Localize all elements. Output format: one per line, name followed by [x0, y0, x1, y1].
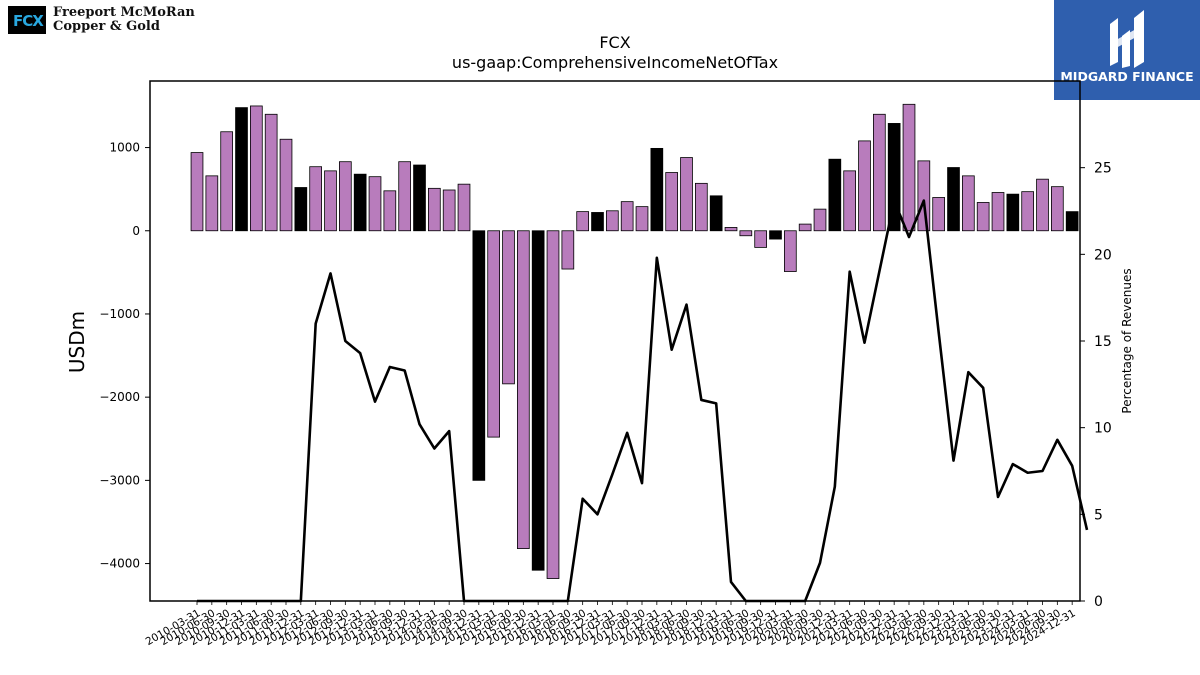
bar-2015-03-31	[487, 230, 501, 438]
bar-2024-12-31	[1065, 211, 1079, 232]
bar-2011-03-31	[249, 105, 263, 232]
bar-2014-12-31	[472, 230, 486, 481]
y2-tick-label: 15	[1094, 334, 1112, 350]
bar-2024-06-30	[1036, 178, 1049, 232]
y2-tick-label: 25	[1094, 161, 1112, 177]
bar-2023-09-30	[991, 192, 1005, 232]
bar-2010-12-31	[235, 107, 248, 232]
bar-2021-06-30	[858, 140, 871, 232]
bar-2015-12-31	[531, 230, 545, 571]
y2-axis-label: Percentage of Revenues	[1120, 268, 1134, 413]
bar-2013-03-31	[368, 176, 382, 232]
y-tick-label: −3000	[99, 473, 140, 487]
bar-2016-09-30	[576, 211, 589, 232]
y-tick-label: −2000	[99, 390, 140, 404]
logo-wordmark: Freeport McMoRan Copper & Gold	[53, 6, 195, 34]
y2-tick-label: 0	[1094, 594, 1103, 610]
bar-2011-06-30	[264, 113, 278, 232]
bar-2018-06-30	[680, 157, 693, 232]
bar-2020-06-30	[798, 223, 812, 232]
bar-2017-06-30	[620, 201, 634, 232]
logo-line-1: Freeport McMoRan	[53, 5, 195, 20]
chart-subtitle: us-gaap:ComprehensiveIncomeNetOfTax	[452, 53, 778, 72]
bar-2018-03-31	[665, 172, 678, 232]
bar-2014-09-30	[457, 183, 471, 232]
bar-2020-09-30	[813, 208, 827, 232]
bar-2010-06-30	[205, 175, 219, 232]
bar-2013-12-31	[413, 164, 426, 232]
freeport-logo: FCX Freeport McMoRan Copper & Gold	[8, 6, 218, 38]
pct-of-revenues-line	[197, 199, 1089, 603]
bar-2016-06-30	[561, 230, 575, 270]
bar-2017-03-31	[606, 210, 619, 232]
bar-2012-09-30	[338, 161, 352, 232]
bar-2022-03-31	[902, 103, 916, 232]
bar-2017-09-30	[635, 206, 649, 232]
logo-line-2: Copper & Gold	[53, 19, 160, 34]
bar-2019-06-30	[739, 230, 753, 237]
bar-2019-12-31	[769, 230, 782, 240]
bar-2023-03-31	[962, 175, 975, 232]
y-tick-label: 1000	[109, 141, 140, 155]
bar-2019-03-31	[724, 227, 738, 232]
bar-2016-12-31	[591, 212, 604, 232]
chart-title: FCX	[599, 33, 630, 52]
bar-2022-09-30	[932, 197, 945, 232]
bar-2024-09-30	[1051, 186, 1064, 232]
bar-2012-12-31	[353, 173, 367, 232]
bar-2015-09-30	[517, 230, 530, 549]
fcx-logo-mark: FCX	[8, 6, 46, 34]
bar-2016-03-31	[546, 230, 560, 579]
bar-2022-06-30	[917, 160, 931, 232]
bar-2011-09-30	[279, 138, 293, 232]
bar-2012-06-30	[324, 170, 337, 232]
bar-2021-12-31	[887, 123, 901, 232]
midgard-logo-icon	[1110, 10, 1144, 68]
bar-2018-09-30	[695, 182, 708, 232]
badge-text: MIDGARD FINANCE	[1060, 69, 1194, 84]
bar-2022-12-31	[947, 167, 960, 232]
bar-2023-12-31	[1006, 193, 1020, 232]
y-tick-label: −1000	[99, 307, 140, 321]
bar-2012-03-31	[309, 166, 323, 232]
bar-2013-06-30	[383, 190, 397, 232]
bars	[190, 103, 1079, 579]
bar-2010-03-31	[190, 152, 204, 232]
bar-2024-03-31	[1021, 191, 1034, 232]
bar-2013-09-30	[398, 161, 412, 232]
bar-2021-09-30	[873, 113, 886, 232]
pct-line-layer	[197, 199, 1089, 603]
y2-tick-label: 5	[1094, 507, 1103, 523]
y-tick-label: 0	[132, 224, 140, 238]
bar-2020-03-31	[784, 230, 797, 272]
bar-2018-12-31	[709, 195, 723, 232]
bar-2023-06-30	[976, 202, 990, 232]
bar-2014-03-31	[427, 187, 441, 232]
logo-mark-text: FCX	[13, 12, 44, 30]
y-axis-label: USDm	[65, 311, 89, 373]
bar-2017-12-31	[650, 147, 664, 232]
bar-2020-12-31	[828, 158, 842, 232]
y2-tick-label: 20	[1094, 247, 1112, 263]
y2-tick-label: 10	[1094, 421, 1112, 437]
bar-2015-06-30	[502, 230, 515, 385]
bar-2011-12-31	[294, 187, 308, 232]
bar-2010-09-30	[220, 131, 233, 232]
bar-2019-09-30	[754, 230, 767, 248]
y-tick-label: −4000	[99, 557, 140, 571]
bar-2014-06-30	[442, 189, 456, 232]
midgard-finance-badge: MIDGARD FINANCE	[1054, 0, 1200, 100]
bar-2021-03-31	[843, 170, 856, 232]
